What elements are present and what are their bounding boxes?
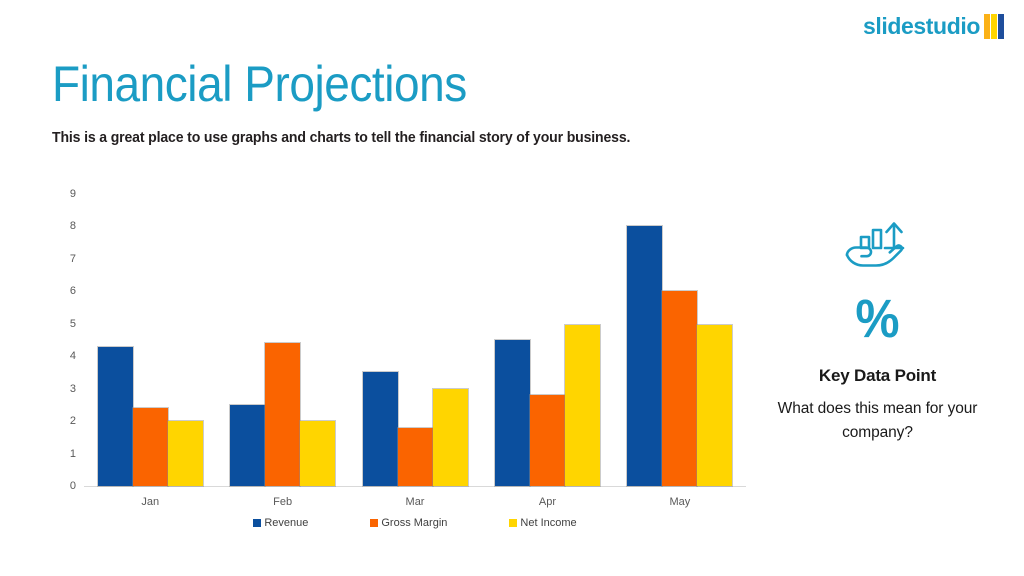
brand-logo-text: slidestudio: [862, 13, 980, 39]
key-data-point-panel: % Key Data Point What does this mean for…: [755, 212, 1000, 445]
chart-bar-group: [349, 194, 481, 488]
chart-x-tick-label: May: [669, 496, 691, 508]
chart-bar[interactable]: [696, 324, 734, 487]
chart-bar-group: [216, 194, 348, 488]
chart-y-tick: 4: [69, 350, 76, 363]
chart-y-tick: 3: [69, 382, 76, 395]
chart-bar[interactable]: [493, 339, 531, 487]
chart-legend-swatch: [253, 519, 262, 527]
chart-x-tick-label: Feb: [273, 496, 293, 508]
chart-y-axis: 9 8 7 6 5 4 3 2 1 0: [62, 188, 84, 492]
chart-x-tick-label: Mar: [405, 496, 425, 508]
chart-y-tick: 1: [69, 447, 76, 460]
chart-y-tick: 0: [69, 480, 76, 492]
chart-bar[interactable]: [96, 345, 134, 487]
chart-x-axis-labels: Jan Feb Mar Apr May: [84, 496, 746, 508]
chart-bar[interactable]: [431, 387, 469, 488]
chart-y-tick: 2: [69, 415, 76, 428]
chart-bar[interactable]: [166, 420, 204, 487]
chart-legend-item[interactable]: Revenue: [253, 517, 308, 529]
logo-bar-blue: [998, 14, 1004, 39]
chart-legend: Revenue Gross Margin Net Income: [84, 517, 746, 529]
hand-holding-growth-chart-icon: [755, 212, 1000, 274]
chart-bar[interactable]: [661, 290, 699, 487]
chart-bar[interactable]: [626, 225, 664, 487]
chart-legend-swatch: [509, 519, 518, 527]
chart-bar[interactable]: [563, 324, 601, 487]
page-title: Financial Projections: [52, 56, 467, 112]
chart-bar-group: [84, 194, 216, 487]
chart-bar[interactable]: [396, 426, 434, 488]
brand-logo: slidestudio: [863, 14, 1004, 39]
chart-plot-area: 9 8 7 6 5 4 3 2 1 0 Jan Feb Mar Apr May Revenue Gross …: [62, 188, 746, 529]
chart-bar[interactable]: [528, 394, 566, 487]
bar-chart: 9 8 7 6 5 4 3 2 1 0 Jan Feb Mar Apr May Revenue Gross …: [40, 185, 746, 530]
chart-legend-label: Revenue: [264, 517, 309, 529]
chart-bar[interactable]: [229, 403, 267, 488]
chart-legend-label: Net Income: [520, 517, 577, 529]
page-subtitle: This is a great place to use graphs and …: [52, 130, 631, 146]
chart-bar-group: [481, 194, 613, 487]
chart-bar[interactable]: [299, 420, 337, 487]
key-data-point-body: What does this mean for your company?: [777, 400, 978, 442]
chart-y-tick: 5: [69, 317, 76, 330]
chart-legend-swatch: [370, 519, 379, 527]
chart-y-tick: 7: [69, 252, 76, 265]
logo-bar-yellow: [991, 14, 997, 39]
chart-y-tick: 8: [69, 220, 76, 233]
chart-x-tick-label: Apr: [538, 496, 556, 508]
chart-bar[interactable]: [264, 342, 302, 487]
key-data-point-title: Key Data Point: [818, 366, 937, 385]
brand-logo-mark: [984, 14, 1004, 39]
chart-bar-groups: [84, 194, 746, 488]
chart-x-tick-label: Jan: [141, 496, 160, 508]
chart-legend-item[interactable]: Net Income: [509, 517, 577, 529]
chart-legend-label: Gross Margin: [381, 517, 448, 529]
logo-bar-orange: [984, 14, 990, 39]
chart-bar-group: [614, 194, 746, 487]
percent-icon: %: [855, 289, 900, 349]
chart-y-tick: 6: [69, 285, 76, 298]
chart-legend-item[interactable]: Gross Margin: [370, 517, 447, 529]
chart-y-tick: 9: [69, 188, 76, 200]
chart-x-axis-line: [84, 486, 746, 487]
chart-bar[interactable]: [361, 371, 399, 487]
chart-bar[interactable]: [131, 407, 169, 487]
